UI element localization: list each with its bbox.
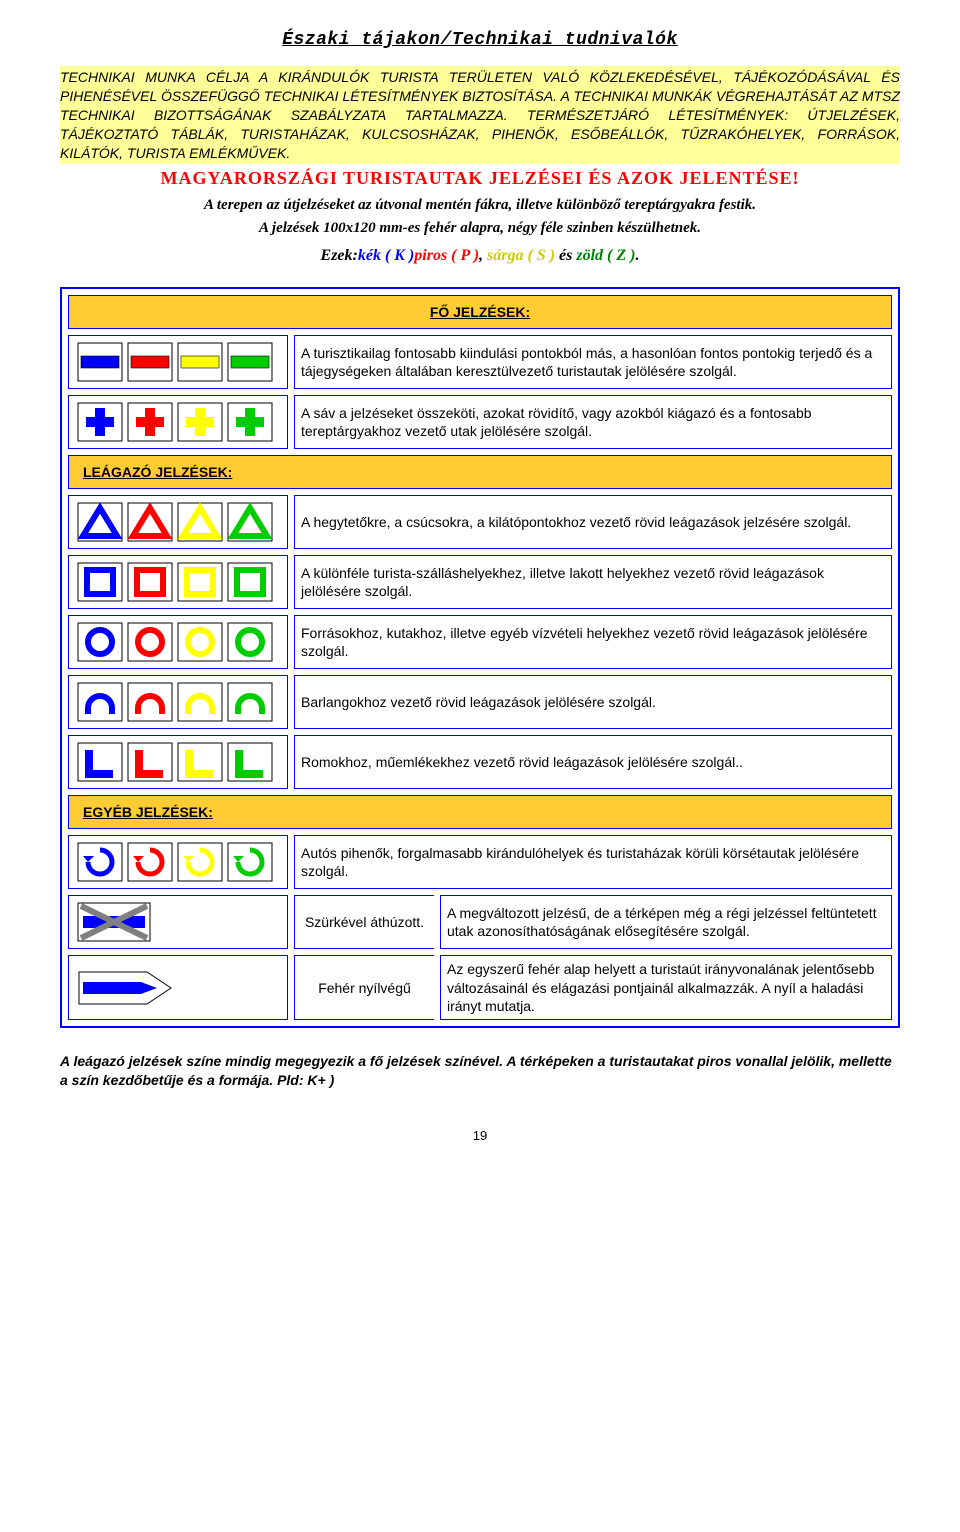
spiral-icons (68, 835, 288, 889)
omega-desc: Barlangokhoz vezető rövid leágazások jel… (294, 675, 892, 729)
body-line-1: A terepen az útjelzéseket az útvonal men… (60, 197, 900, 214)
stripe-desc: A turisztikailag fontosabb kiindulási po… (294, 335, 892, 389)
row-spiral: Autós pihenők, forgalmasabb kirándulóhel… (68, 835, 892, 889)
omega-icons (68, 675, 288, 729)
colorline-z: zöld ( Z ) (576, 247, 635, 264)
square-desc: A különféle turista-szálláshelyekhez, il… (294, 555, 892, 609)
row-square: A különféle turista-szálláshelyekhez, il… (68, 555, 892, 609)
body-line-2: A jelzések 100x120 mm-es fehér alapra, n… (60, 220, 900, 237)
circle-icons (68, 615, 288, 669)
arrow-label: Fehér nyílvégű (294, 955, 434, 1020)
colorline-end: . (635, 247, 639, 264)
section-egyeb: EGYÉB JELZÉSEK: (68, 795, 892, 829)
section-leagazo: LEÁGAZÓ JELZÉSEK: (68, 455, 892, 489)
row-circle: Forrásokhoz, kutakhoz, illetve egyéb víz… (68, 615, 892, 669)
cross-desc: A sáv a jelzéseket összeköti, azokat röv… (294, 395, 892, 449)
banner-heading: MAGYARORSZÁGI TURISTAUTAK JELZÉSEI ÉS AZ… (60, 168, 900, 189)
row-arrow: Fehér nyílvégű Az egyszerű fehér alap he… (68, 955, 892, 1020)
colorline-k: kék ( K ) (358, 247, 414, 264)
colorline-p: piros ( P ) (414, 247, 479, 264)
page-number: 19 (60, 1128, 900, 1143)
row-gray: Szürkével áthúzott. A megváltozott jelzé… (68, 895, 892, 949)
footer-note: A leágazó jelzések színe mindig megegyez… (60, 1052, 900, 1090)
intro-highlight: TECHNIKAI MUNKA CÉLJA A KIRÁNDULÓK TURIS… (60, 66, 900, 164)
row-triangle: A hegytetőkre, a csúcsokra, a kilátópont… (68, 495, 892, 549)
page-title: Északi tájakon/Technikai tudnivalók (60, 30, 900, 50)
cross-icons (68, 395, 288, 449)
color-line: Ezek:kék ( K )piros ( P ), sárga ( S ) é… (60, 247, 900, 265)
colorline-and: és (555, 247, 576, 264)
row-omega: Barlangokhoz vezető rövid leágazások jel… (68, 675, 892, 729)
arrow-desc: Az egyszerű fehér alap helyett a turista… (440, 955, 892, 1020)
row-cross: A sáv a jelzéseket összeköti, azokat röv… (68, 395, 892, 449)
l-icons (68, 735, 288, 789)
row-stripe: A turisztikailag fontosabb kiindulási po… (68, 335, 892, 389)
signs-table: FŐ JELZÉSEK: A turisztikailag fontosabb … (60, 287, 900, 1028)
square-icons (68, 555, 288, 609)
colorline-s: sárga ( S ) (487, 247, 555, 264)
row-l: Romokhoz, műemlékekhez vezető rövid leág… (68, 735, 892, 789)
colorline-prefix: Ezek: (321, 247, 358, 264)
arrow-icons (68, 955, 288, 1020)
stripe-icons (68, 335, 288, 389)
section-fo: FŐ JELZÉSEK: (68, 295, 892, 329)
colorline-mid: , (479, 247, 487, 264)
l-desc: Romokhoz, műemlékekhez vezető rövid leág… (294, 735, 892, 789)
spiral-desc: Autós pihenők, forgalmasabb kirándulóhel… (294, 835, 892, 889)
circle-desc: Forrásokhoz, kutakhoz, illetve egyéb víz… (294, 615, 892, 669)
triangle-desc: A hegytetőkre, a csúcsokra, a kilátópont… (294, 495, 892, 549)
gray-icons (68, 895, 288, 949)
gray-label: Szürkével áthúzott. (294, 895, 434, 949)
gray-desc: A megváltozott jelzésű, de a térképen mé… (440, 895, 892, 949)
triangle-icons (68, 495, 288, 549)
